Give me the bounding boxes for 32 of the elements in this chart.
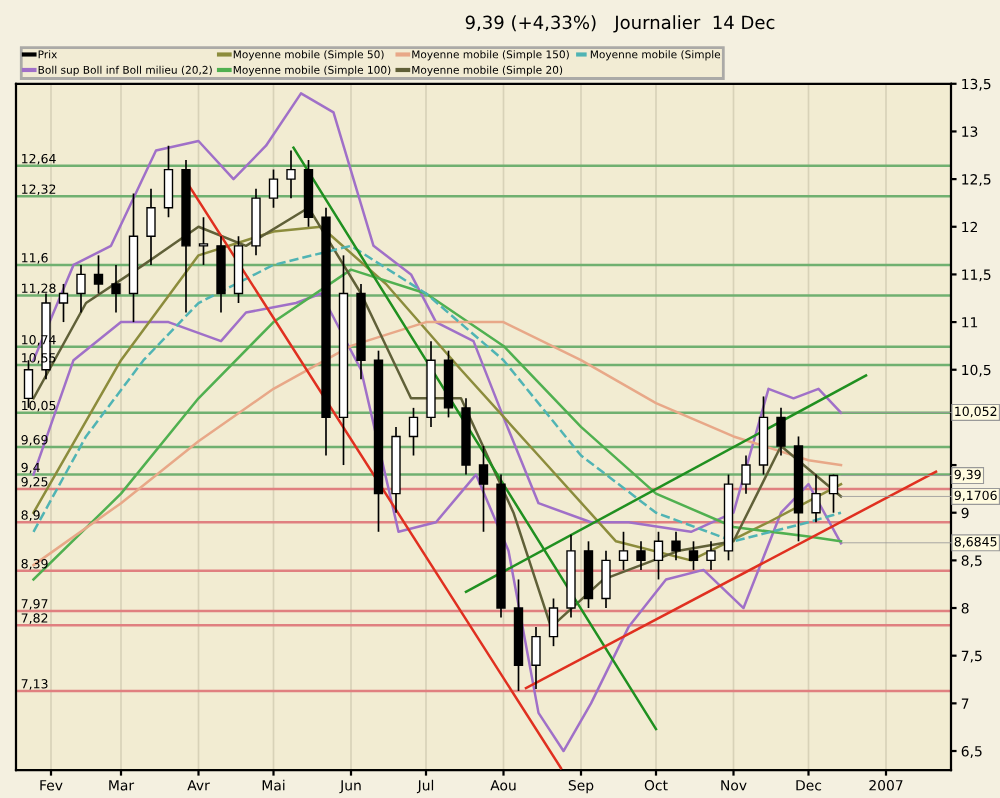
candlestick [601, 550, 611, 609]
candlestick [653, 530, 664, 581]
candlestick [531, 626, 541, 690]
candlestick [93, 254, 104, 295]
candlestick [741, 454, 751, 495]
candlestick [286, 149, 296, 200]
candlestick [251, 187, 261, 257]
candlestick [828, 473, 839, 514]
candlestick [233, 235, 244, 304]
candlestick [408, 407, 419, 457]
candlestick [758, 395, 769, 476]
candlestick [303, 159, 314, 228]
candlestick [111, 264, 121, 314]
candlestick [478, 445, 489, 533]
candlestick [618, 530, 629, 571]
candlestick [268, 168, 279, 209]
candlestick [216, 235, 226, 314]
candlestick [706, 540, 716, 571]
candlestick [443, 349, 454, 419]
candlestick [163, 144, 174, 219]
candlestick [811, 473, 821, 524]
candlestick [548, 597, 559, 647]
candlestick [58, 283, 69, 323]
candlestick [146, 187, 156, 266]
chart-title: 9,39 (+4,33%) Journalier 14 Dec [465, 15, 775, 33]
candlestick [76, 264, 86, 314]
candlestick [198, 216, 209, 266]
candlestick [776, 407, 786, 457]
candlestick [671, 530, 681, 562]
candlestick [583, 540, 594, 609]
candlestick [688, 540, 699, 571]
candlestick [636, 540, 646, 571]
